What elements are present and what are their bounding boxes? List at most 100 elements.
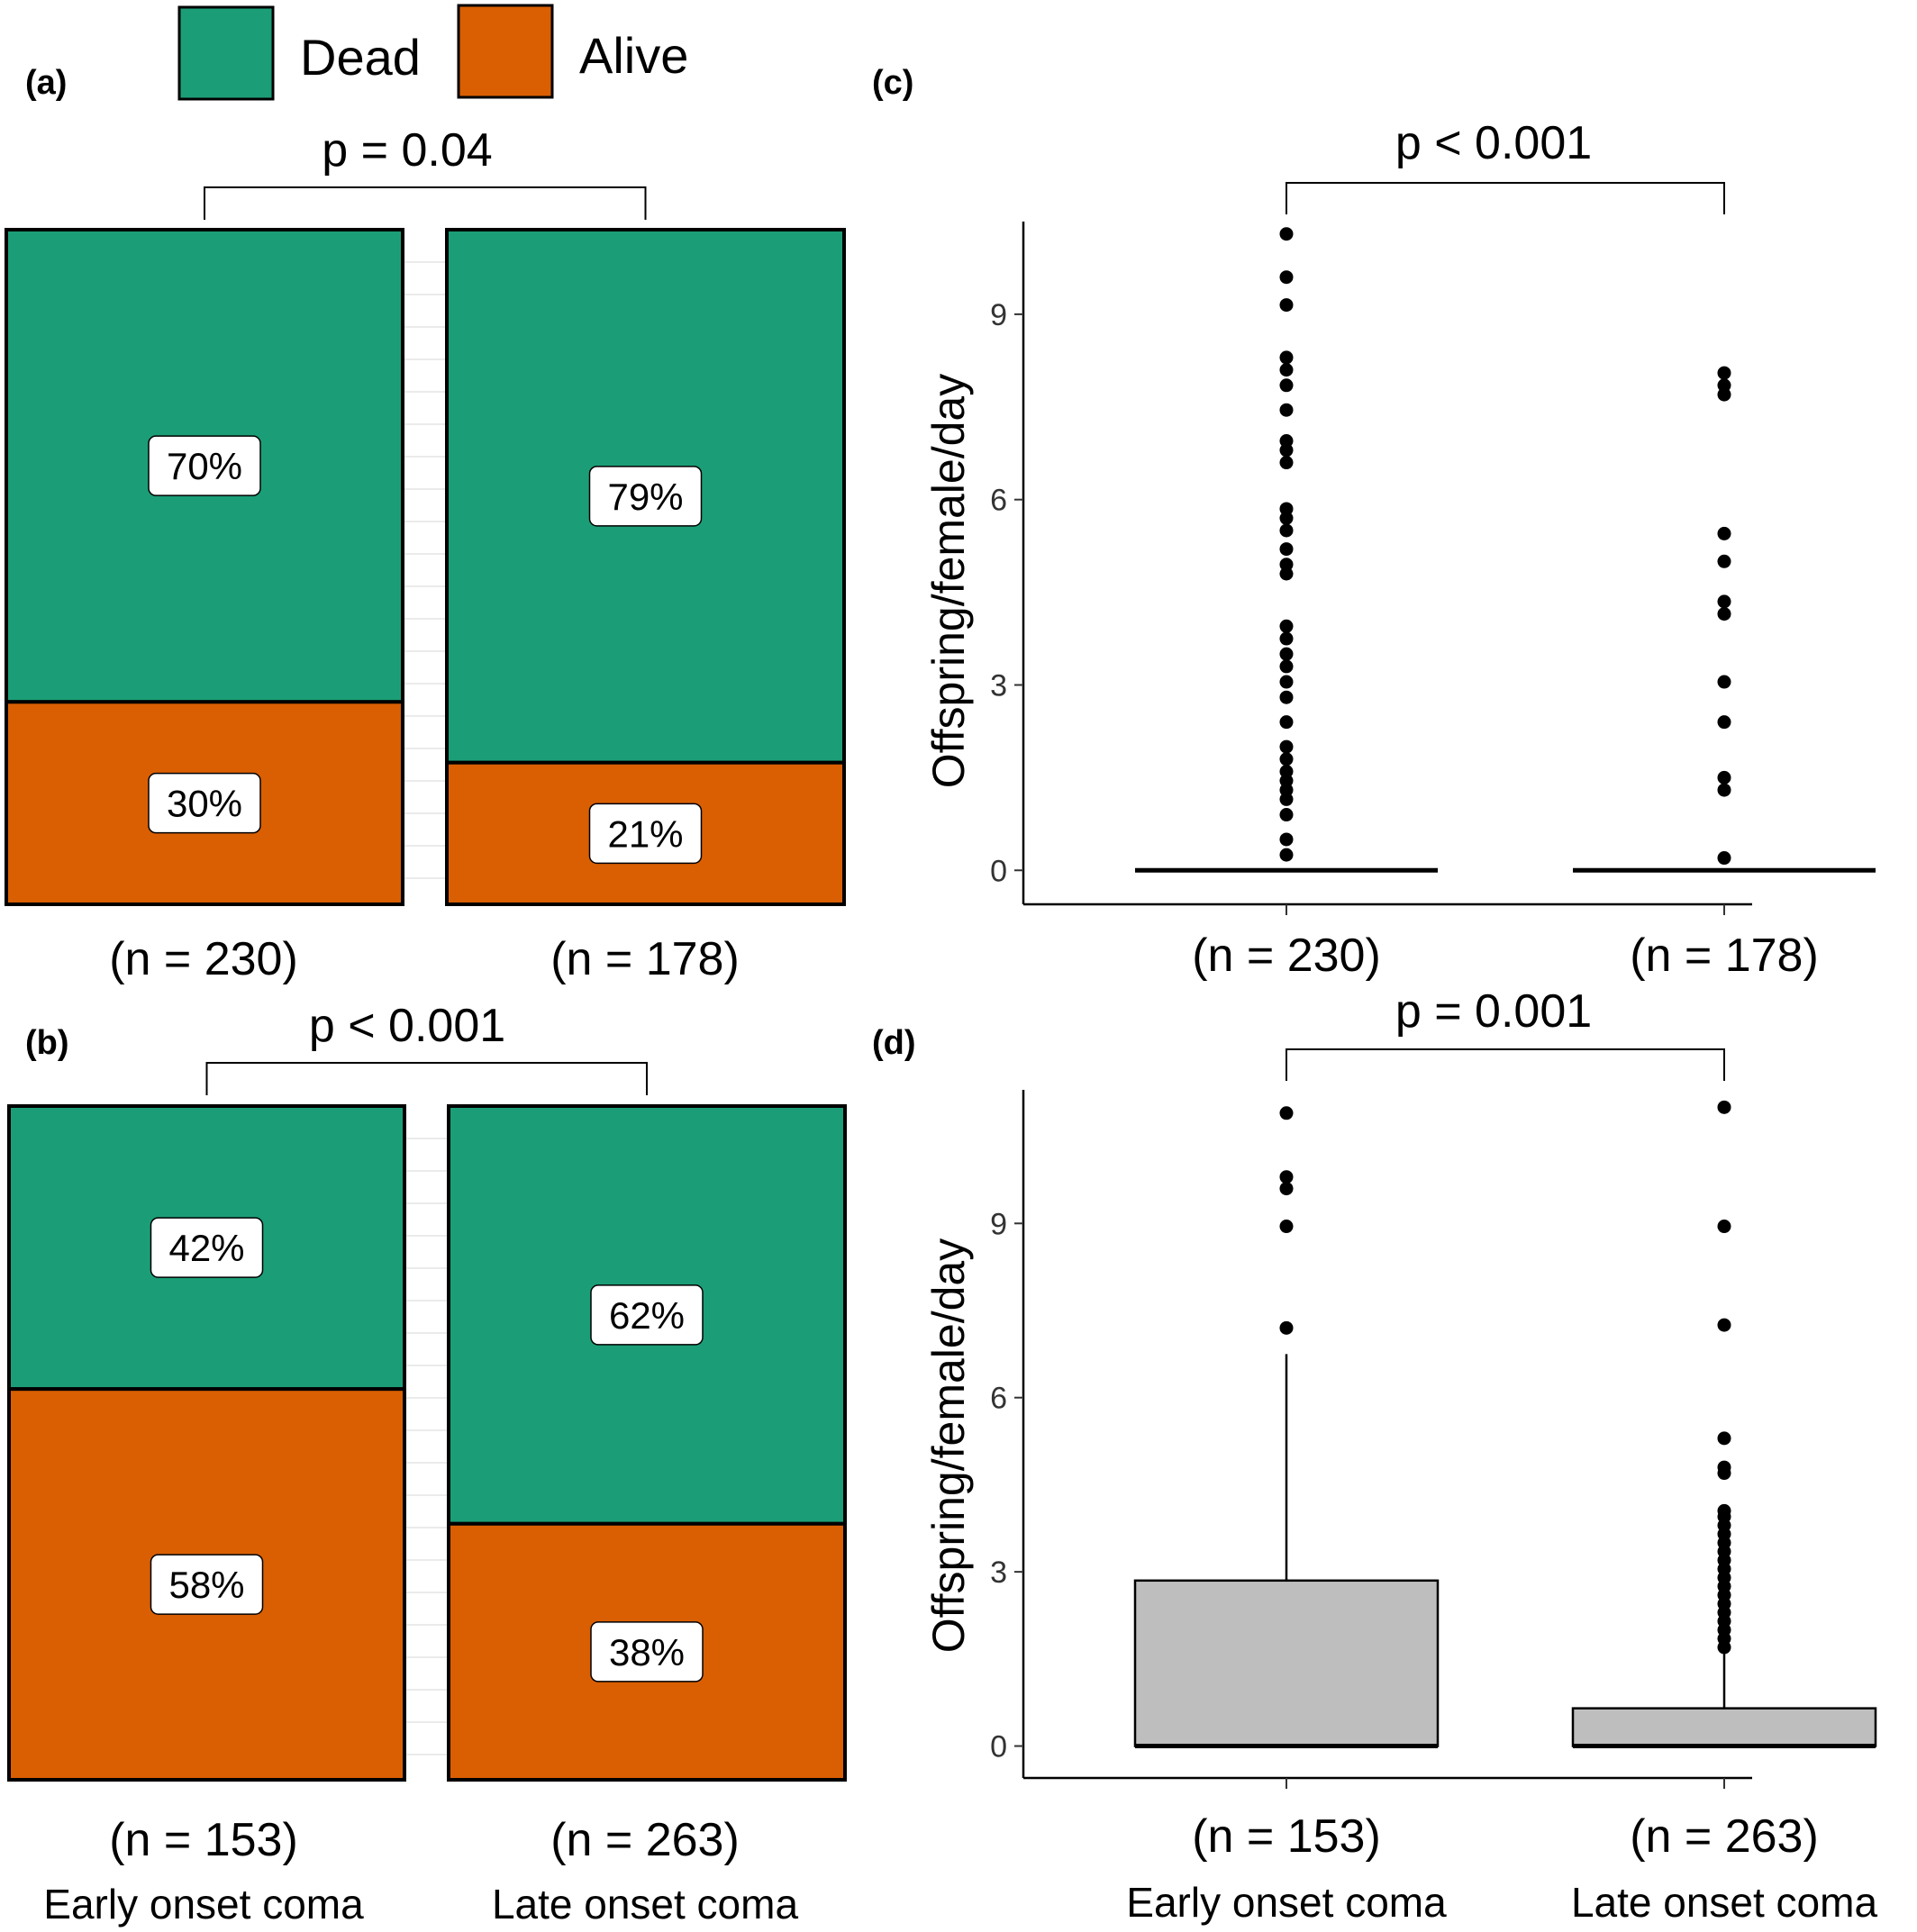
panel-d-box-1 (1571, 1707, 1877, 1747)
legend-swatch-dead (177, 5, 275, 101)
panel-a-significance-bracket (204, 186, 647, 220)
panel-d-outlier-1-22 (1717, 1640, 1731, 1655)
panel-d-category-0: (n = 153) (1192, 1810, 1381, 1863)
panel-c-outlier-0-12 (1279, 523, 1294, 538)
panel-c-ytick-label-0: 0 (990, 854, 1007, 888)
panel-a-label-box-alive-1 (588, 803, 703, 865)
panel-c-outlier-0-27 (1279, 783, 1294, 797)
panel-c-ytick-label-9: 9 (990, 298, 1007, 332)
panel-a-label-dead-0: 70% (167, 445, 242, 487)
panel-d-outlier-1-0 (1717, 1100, 1731, 1114)
panel-b-label-alive-0: 58% (168, 1564, 244, 1606)
panel-d-outlier-0-0 (1279, 1106, 1294, 1120)
panel-c-outlier-0-25 (1279, 765, 1294, 779)
panel-d-group-name-1: Late onset coma (1571, 1879, 1878, 1926)
legend-swatch-alive (457, 4, 554, 99)
panel-d-ytick-label-3: 3 (990, 1556, 1007, 1590)
panel-c-outlier-1-3 (1717, 526, 1731, 540)
legend-label-alive: Alive (579, 27, 688, 84)
panel-a-label-box-alive-0 (148, 772, 261, 834)
panel-d-outlier-1-1 (1717, 1220, 1731, 1234)
panel-b-group-name-1: Late onset coma (492, 1881, 799, 1927)
panel-d-outlier-0-1 (1279, 1170, 1294, 1184)
panel-d-outlier-0-2 (1279, 1182, 1294, 1196)
panel-c-outlier-1-5 (1717, 594, 1731, 609)
panel-a-pvalue: p = 0.04 (322, 124, 492, 177)
panel-d-ytick-label-0: 0 (990, 1730, 1007, 1764)
panel-c-outlier-1-9 (1717, 770, 1731, 785)
panel-c-outlier-0-20 (1279, 675, 1294, 689)
panel-d-outlier-1-3 (1717, 1431, 1731, 1446)
panel-d-ytick-label-6: 6 (990, 1382, 1007, 1416)
panel-c-ylabel: Offspring/female/day (923, 374, 974, 788)
panel-d-category-1: (n = 263) (1630, 1810, 1819, 1863)
panel-c-outlier-0-14 (1279, 558, 1294, 572)
panel-c-outlier-1-8 (1717, 715, 1731, 730)
panel-c-outlier-0-22 (1279, 715, 1294, 730)
panel-a-stacked-bars: p = 0.04 (n = 230) (n = 178) 70% 30% 79% 21… (5, 124, 846, 985)
panel-c-outlier-0-6 (1279, 403, 1294, 417)
panel-a-category-1: (n = 178) (550, 933, 740, 985)
panel-c-outlier-0-26 (1279, 774, 1294, 788)
panel-c-outlier-0-0 (1279, 227, 1294, 241)
panel-d-boxplot: p = 0.001 Offspring/female/day (n = 153)… (923, 985, 1877, 1926)
panel-d-group-name-0: Early onset coma (1126, 1879, 1447, 1926)
panel-c-outlier-0-9 (1279, 456, 1294, 470)
panel-b-category-1: (n = 263) (550, 1814, 740, 1866)
panel-c-pvalue: p < 0.001 (1395, 117, 1592, 169)
panel-c-outlier-0-21 (1279, 690, 1294, 704)
panel-c-outlier-0-4 (1279, 363, 1294, 377)
panel-c-outlier-1-10 (1717, 783, 1731, 797)
panel-b-label-dead-0: 42% (168, 1227, 244, 1269)
panel-c-boxplot: p < 0.001 Offspring/female/day (n = 230)… (923, 117, 1876, 982)
panel-c-outlier-0-15 (1279, 567, 1294, 581)
panel-c-significance-bracket (1286, 182, 1725, 214)
panel-c-outlier-0-16 (1279, 619, 1294, 633)
panel-c-ytick-label-3: 3 (990, 668, 1007, 703)
panel-c-outlier-0-23 (1279, 739, 1294, 754)
panel-c-category-0: (n = 230) (1192, 930, 1381, 982)
panel-c-ytick-label-6: 6 (990, 484, 1007, 518)
panel-a-label-box-dead-1 (588, 466, 703, 527)
panel-a-category-0: (n = 230) (109, 933, 298, 985)
panel-c-outlier-0-3 (1279, 350, 1294, 365)
panel-letter-d: (d) (872, 1024, 916, 1062)
panel-d-outlier-1-5 (1717, 1466, 1731, 1481)
panel-c-outlier-0-5 (1279, 378, 1294, 393)
panel-d-outlier-1-2 (1717, 1318, 1731, 1332)
panel-a-label-dead-1: 79% (607, 476, 683, 518)
panel-letter-c: (c) (872, 64, 913, 102)
panel-letter-a: (a) (25, 64, 67, 102)
panel-d-pvalue: p = 0.001 (1395, 985, 1592, 1038)
panel-d-outlier-0-4 (1279, 1320, 1294, 1335)
panel-c-outlier-1-11 (1717, 851, 1731, 866)
panel-c-outlier-0-8 (1279, 443, 1294, 458)
panel-c-outlier-0-17 (1279, 631, 1294, 646)
panel-b-label-dead-1: 62% (609, 1294, 685, 1337)
panel-c-outlier-1-2 (1717, 387, 1731, 402)
panel-c-outlier-0-13 (1279, 542, 1294, 557)
panel-c-outlier-0-18 (1279, 647, 1294, 661)
panel-c-outlier-0-10 (1279, 502, 1294, 516)
panel-c-outlier-0-29 (1279, 808, 1294, 822)
panel-letter-b: (b) (25, 1024, 69, 1062)
panel-a-label-alive-1: 21% (607, 812, 683, 855)
panel-a-label-alive-0: 30% (167, 783, 242, 825)
panel-c-outlier-0-2 (1279, 298, 1294, 313)
panel-b-label-box-dead-1 (590, 1284, 704, 1346)
panel-d-outlier-0-3 (1279, 1220, 1294, 1234)
legend-label-dead: Dead (300, 29, 421, 86)
panel-b-pvalue: p < 0.001 (309, 1000, 505, 1052)
panel-a-label-box-dead-0 (148, 435, 261, 496)
panel-b-group-name-0: Early onset coma (43, 1881, 364, 1927)
panel-c-outlier-0-1 (1279, 270, 1294, 285)
panel-c-outlier-0-7 (1279, 434, 1294, 449)
panel-c-outlier-1-6 (1717, 607, 1731, 621)
panel-b-stacked-bars: p < 0.001 (n = 153) (n = 263) Early onse… (7, 1000, 847, 1927)
panel-c-outlier-0-19 (1279, 659, 1294, 674)
panel-c-outlier-0-28 (1279, 792, 1294, 806)
panel-c-outlier-1-7 (1717, 675, 1731, 689)
panel-c-outlier-0-24 (1279, 752, 1294, 766)
panel-c-outlier-0-31 (1279, 848, 1294, 862)
panel-d-ylabel: Offspring/female/day (923, 1238, 974, 1653)
